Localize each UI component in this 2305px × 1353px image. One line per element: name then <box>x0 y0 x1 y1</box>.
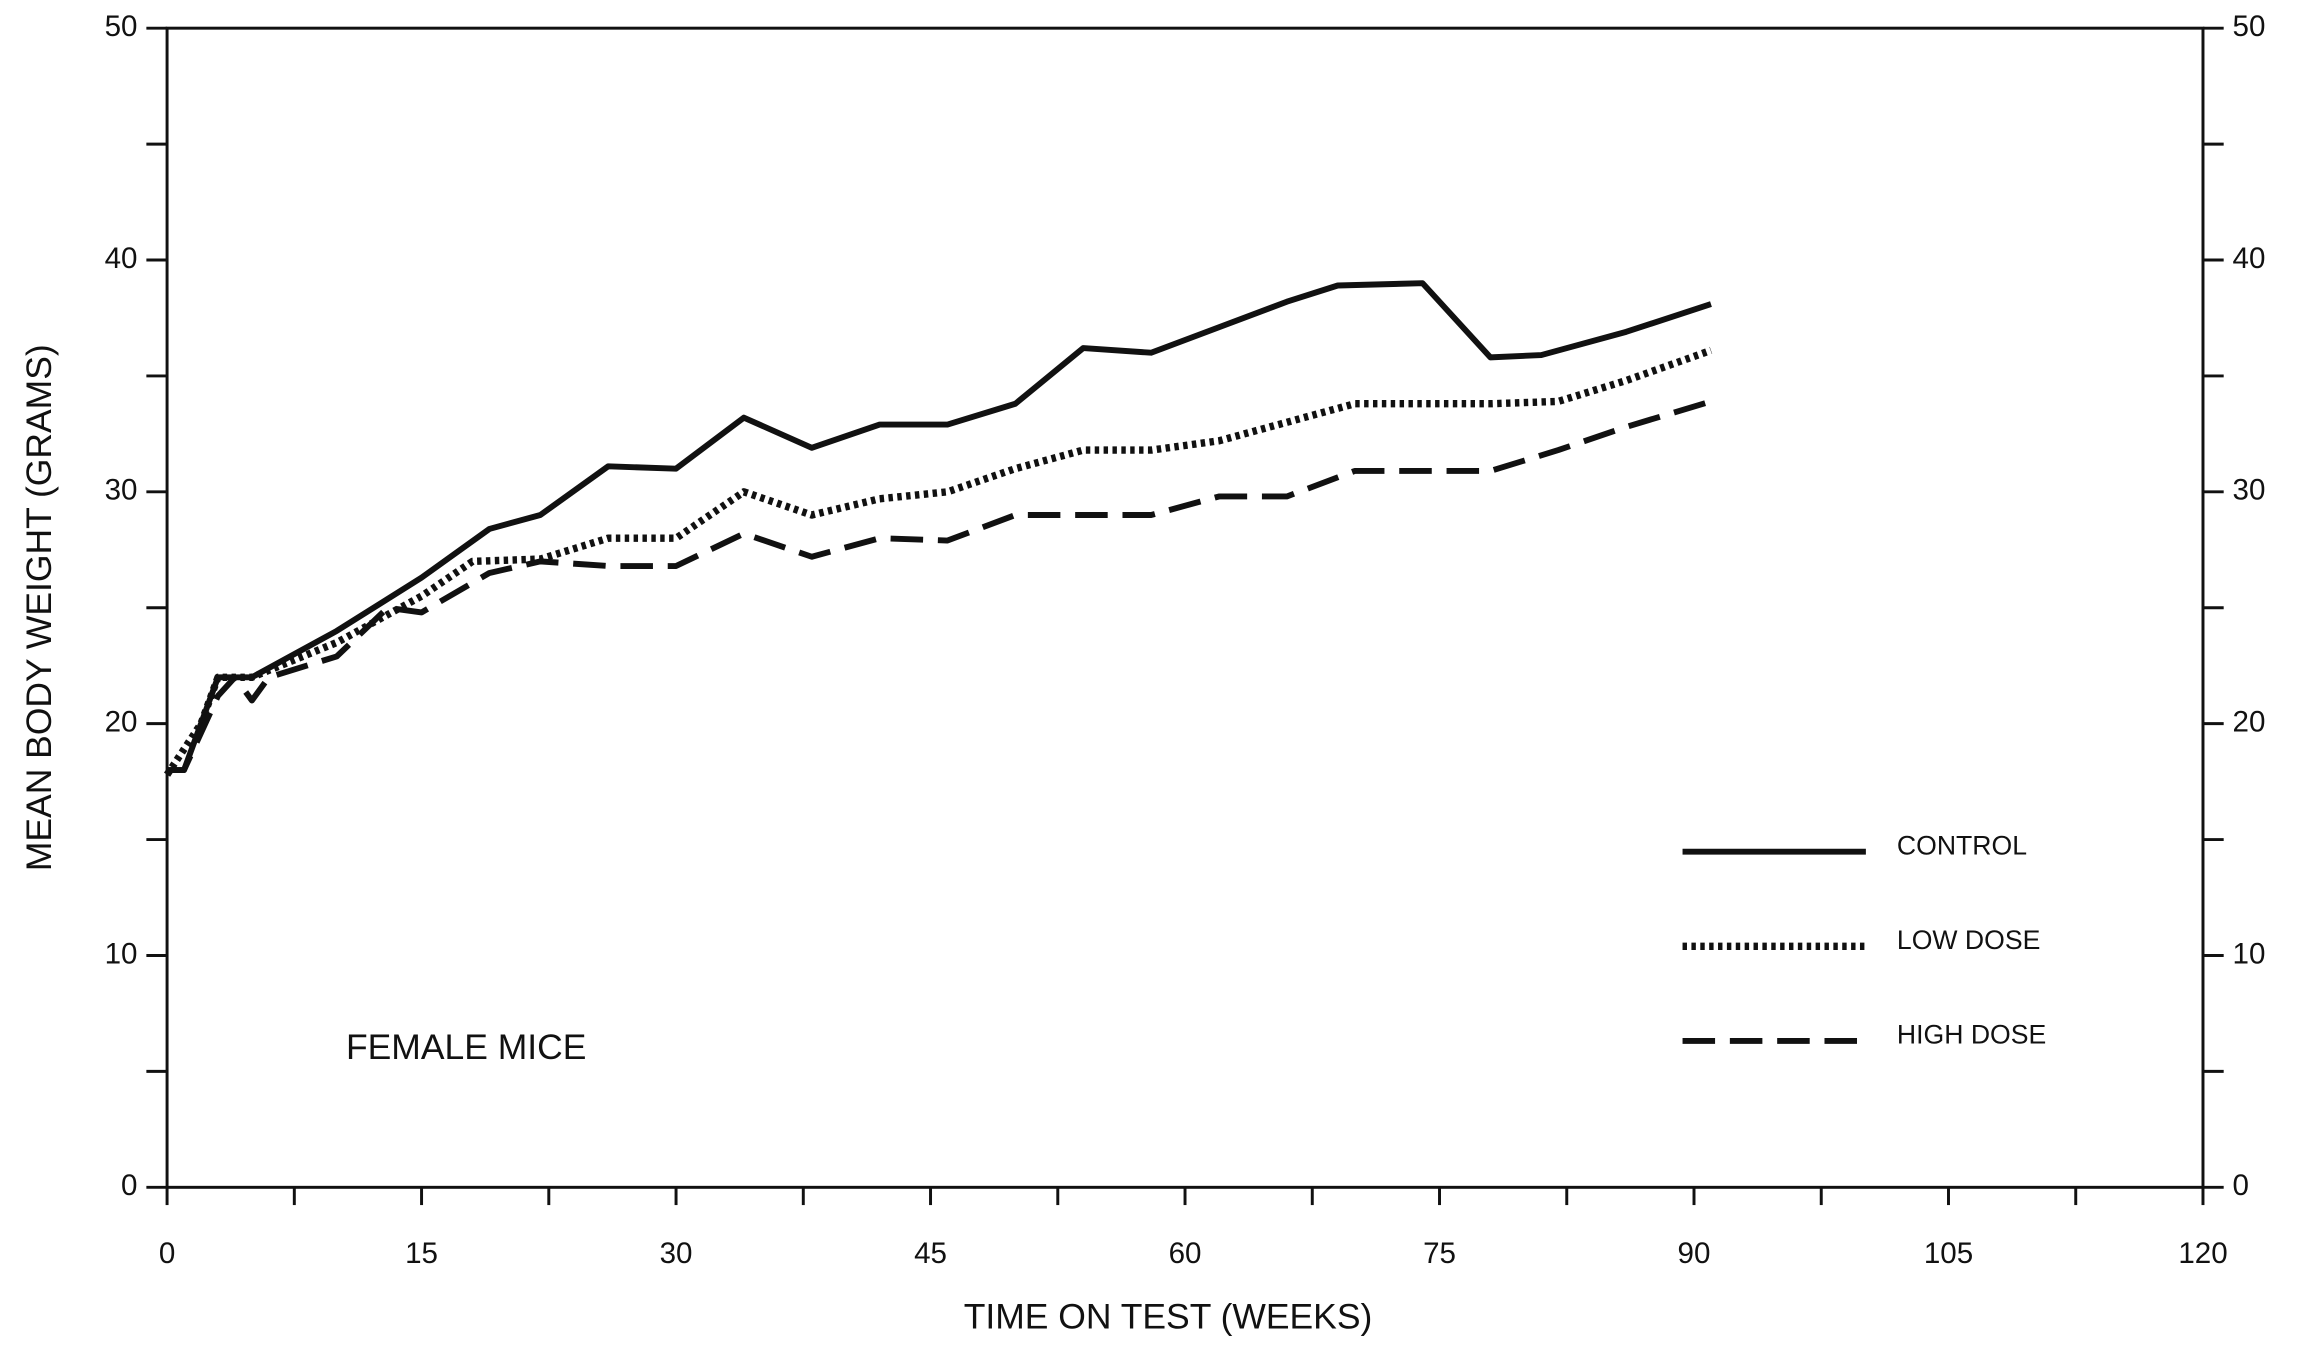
x-tick-label: 120 <box>2178 1237 2227 1270</box>
y2-tick-label: 0 <box>2233 1169 2249 1202</box>
y-tick-label: 0 <box>121 1169 137 1202</box>
series-line <box>167 280 1712 773</box>
legend-label: LOW DOSE <box>1897 925 2040 955</box>
plot-frame <box>165 26 2205 1189</box>
x-tick-label: 30 <box>660 1237 693 1270</box>
y-axis-title: MEAN BODY WEIGHT (GRAMS) <box>19 344 59 871</box>
y-tick-label: 50 <box>105 10 138 43</box>
x-tick-label: 0 <box>159 1237 175 1270</box>
legend-label: HIGH DOSE <box>1897 1020 2046 1050</box>
x-axis-title: TIME ON TEST (WEEKS) <box>964 1296 1373 1336</box>
series-line <box>167 398 1712 773</box>
y2-tick-label: 50 <box>2233 10 2266 43</box>
x-tick-label: 15 <box>405 1237 438 1270</box>
x-tick-label: 60 <box>1169 1237 1202 1270</box>
x-tick-label: 90 <box>1678 1237 1711 1270</box>
y2-tick-label: 30 <box>2233 474 2266 507</box>
y-tick-label: 40 <box>105 242 138 275</box>
y-tick-label: 20 <box>105 705 138 738</box>
x-tick-label: 75 <box>1423 1237 1456 1270</box>
series-line <box>163 346 1713 777</box>
y-tick-label: 30 <box>105 474 138 507</box>
legend-label: CONTROL <box>1897 830 2027 860</box>
y-tick-label: 10 <box>105 937 138 970</box>
y2-tick-label: 40 <box>2233 242 2266 275</box>
x-tick-label: 45 <box>914 1237 947 1270</box>
y2-tick-label: 20 <box>2233 705 2266 738</box>
y2-tick-label: 10 <box>2233 937 2266 970</box>
annotation: FEMALE MICE <box>346 1027 586 1067</box>
x-tick-label: 105 <box>1924 1237 1973 1270</box>
